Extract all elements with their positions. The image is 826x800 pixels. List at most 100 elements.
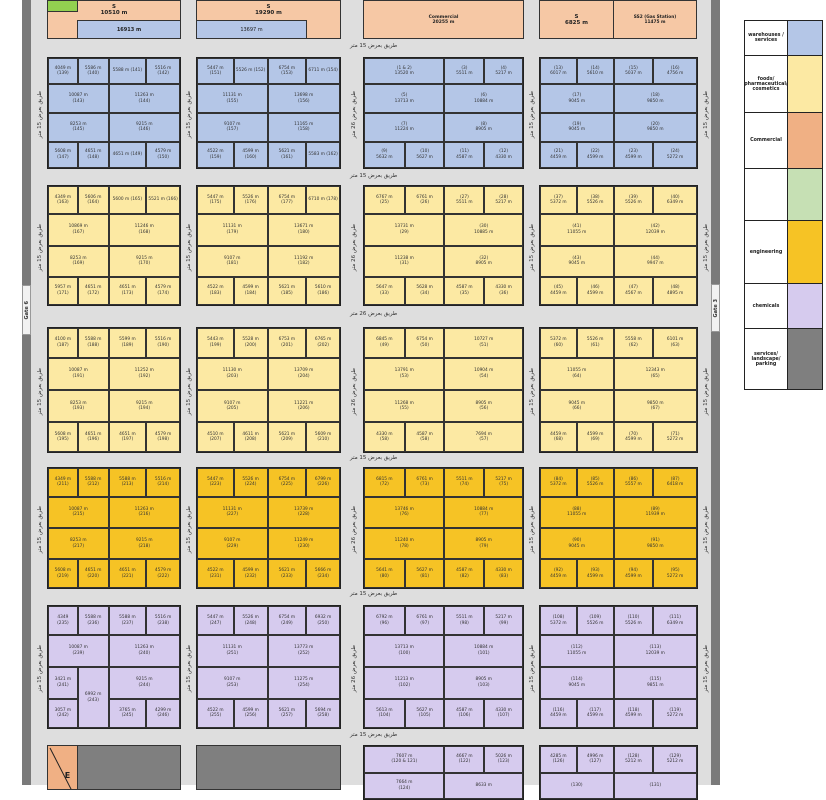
- plot-cell[interactable]: 9107 m (157): [197, 113, 268, 142]
- plot-cell[interactable]: 5606 m (164): [77, 186, 109, 215]
- plot-cell[interactable]: 4100 m (187): [48, 328, 78, 358]
- plot-cell[interactable]: 13773 m (252): [267, 635, 340, 667]
- plot-cell[interactable]: 7694 m (57): [444, 422, 523, 452]
- plot-cell[interactable]: 5621 m (209): [267, 422, 307, 452]
- plot-cell[interactable]: 11192 m (182): [267, 245, 340, 277]
- plot-cell[interactable]: 5511 m (98): [444, 606, 485, 636]
- plot-cell[interactable]: 4667 m (122): [444, 746, 485, 773]
- plot-cell[interactable]: (47) 4567 m: [613, 276, 654, 305]
- plot-cell[interactable]: (44) 9947 m: [613, 245, 697, 277]
- plot-cell[interactable]: 5627 m (81): [404, 559, 445, 588]
- plot-cell[interactable]: 11263 m (240): [108, 635, 180, 667]
- plot-cell[interactable]: 5608 m (195): [48, 422, 78, 452]
- plot-16913[interactable]: 16913 m: [77, 20, 181, 39]
- plot-cell[interactable]: 4651 m (173): [108, 276, 147, 305]
- plot-cell[interactable]: 4587 m (58): [404, 422, 445, 452]
- plot-cell[interactable]: (86) 5557 m: [613, 468, 654, 497]
- plot-cell[interactable]: 8633 m: [444, 772, 523, 799]
- plot-cell[interactable]: (42) 12039 m: [613, 214, 697, 246]
- plot-cell[interactable]: 6799 m (226): [306, 468, 340, 497]
- plot-cell[interactable]: 5447 m (151): [197, 58, 234, 85]
- plot-cell[interactable]: 5957 m (171): [48, 276, 78, 305]
- plot-cell[interactable]: 13739 m (228): [267, 496, 340, 528]
- plot-cell[interactable]: (11) 4587 m: [444, 141, 485, 168]
- plot-cell[interactable]: (114) 9045 m: [540, 667, 614, 699]
- plot-cell[interactable]: (90) 9045 m: [540, 528, 614, 560]
- plot-cell[interactable]: (70) 4599 m: [613, 422, 654, 452]
- plot-cell[interactable]: 4651 m (148): [77, 141, 109, 168]
- plot-cell[interactable]: 6761 m (97): [404, 606, 445, 636]
- plot-cell[interactable]: 9215 m (244): [108, 667, 180, 699]
- plot-cell[interactable]: 9107 m (181): [197, 245, 268, 277]
- plot-cell[interactable]: 11131 m (179): [197, 214, 268, 246]
- plot-cell[interactable]: 6710 m (178): [306, 186, 340, 215]
- plot-cell[interactable]: 6792 m (96): [364, 606, 405, 636]
- plot-cell[interactable]: 11268 m (55): [364, 390, 445, 423]
- plot-cell[interactable]: (111) 6349 m: [653, 606, 697, 636]
- plot-cell[interactable]: 11263 m (216): [108, 496, 180, 528]
- plot-cell[interactable]: 11131 m (251): [197, 635, 268, 667]
- plot-cell[interactable]: 6754 m (153): [267, 58, 307, 85]
- plot-cell[interactable]: (118) 4599 m: [613, 698, 654, 728]
- plot-cell[interactable]: 5516 m (190): [146, 328, 180, 358]
- plot-cell[interactable]: 9215 m (218): [108, 528, 180, 560]
- plot-cell[interactable]: (71) 5272 m: [653, 422, 697, 452]
- plot-cell[interactable]: 5516 m (238): [146, 606, 180, 636]
- plot-cell[interactable]: 11131 m (155): [197, 84, 268, 113]
- plot-cell[interactable]: 5608 m (147): [48, 141, 78, 168]
- services-parking-plot[interactable]: [77, 745, 181, 790]
- plot-cell[interactable]: 4651 m (197): [108, 422, 147, 452]
- plot-cell[interactable]: 5588 m (212): [77, 468, 109, 497]
- plot-cell[interactable]: 5666 m (234): [306, 559, 340, 588]
- plot-cell[interactable]: (20) 9850 m: [613, 113, 697, 142]
- plot-cell[interactable]: (43) 9045 m: [540, 245, 614, 277]
- plot-cell[interactable]: (89) 11939 m: [613, 496, 697, 528]
- plot-cell[interactable]: (28) 5217 m: [484, 186, 523, 215]
- plot-cell[interactable]: 5447 m (175): [197, 186, 234, 215]
- gate-6[interactable]: Gate 6: [22, 285, 31, 335]
- plot-cell[interactable]: 4587 m (35): [444, 276, 485, 305]
- plot-cell[interactable]: 4599 m (69): [576, 422, 614, 452]
- plot-cell[interactable]: (1 & 2) 13520 m: [364, 58, 445, 85]
- plot-cell[interactable]: 6753 m (201): [267, 328, 307, 358]
- plot-cell[interactable]: 5609 m (210): [306, 422, 340, 452]
- plot-gas-station[interactable]: SS2 (Gas Station) 11475 m: [613, 0, 697, 39]
- plot-cell[interactable]: (8) 8905 m: [444, 113, 523, 142]
- plot-cell[interactable]: 6754 m (225): [267, 468, 307, 497]
- plot-cell[interactable]: 4651 m (196): [77, 422, 109, 452]
- plot-cell[interactable]: (6) 10884 m: [444, 84, 523, 113]
- plot-cell[interactable]: 4611 m (208): [233, 422, 268, 452]
- plot-cell[interactable]: 4285 m (126): [540, 746, 577, 773]
- plot-cell[interactable]: (38) 5526 m: [576, 186, 614, 215]
- plot-cell[interactable]: 12343 m (65): [613, 357, 697, 390]
- plot-cell[interactable]: 5372 m (60): [540, 328, 577, 358]
- plot-cell[interactable]: (23) 4599 m: [613, 141, 654, 168]
- plot-cell[interactable]: 4579 m (198): [146, 422, 180, 452]
- plot-commercial[interactable]: Commercial 20255 m: [363, 0, 524, 39]
- plot-cell[interactable]: 5641 m (80): [364, 559, 405, 588]
- plot-cell[interactable]: 6932 m (250): [306, 606, 340, 636]
- plot-cell[interactable]: (95) 5272 m: [653, 559, 697, 588]
- plot-cell[interactable]: 5516 m (214): [146, 468, 180, 497]
- plot-cell[interactable]: 5621 m (233): [267, 559, 307, 588]
- plot-cell[interactable]: 5628 m (34): [404, 276, 445, 305]
- plot-cell[interactable]: (5) 13713 m: [364, 84, 445, 113]
- plot-cell[interactable]: 8253 m (145): [48, 113, 109, 142]
- plot-cell[interactable]: 5217 m (99): [484, 606, 523, 636]
- plot-cell[interactable]: 5443 m (199): [197, 328, 234, 358]
- plot-cell[interactable]: 13671 m (180): [267, 214, 340, 246]
- plot-cell[interactable]: 8905 m (103): [444, 667, 523, 699]
- plot-cell[interactable]: 4522 m (231): [197, 559, 234, 588]
- plot-cell[interactable]: 4349 m (163): [48, 186, 78, 215]
- plot-cell[interactable]: 8905 m (56): [444, 390, 523, 423]
- plot-cell[interactable]: 4651 m (149): [108, 141, 147, 168]
- plot-cell[interactable]: (48) 4895 m: [653, 276, 697, 305]
- plot-cell[interactable]: (7) 11224 m: [364, 113, 445, 142]
- plot-cell[interactable]: 10884 m (77): [444, 496, 523, 528]
- plot-cell[interactable]: 5583 m (162): [306, 141, 340, 168]
- plot-cell[interactable]: (9) 5632 m: [364, 141, 405, 168]
- plot-cell[interactable]: (13) 6017 m: [540, 58, 577, 85]
- plot-cell[interactable]: (88) 11055 m: [540, 496, 614, 528]
- plot-cell[interactable]: (94) 4599 m: [613, 559, 654, 588]
- plot-cell[interactable]: 9850 m (67): [613, 390, 697, 423]
